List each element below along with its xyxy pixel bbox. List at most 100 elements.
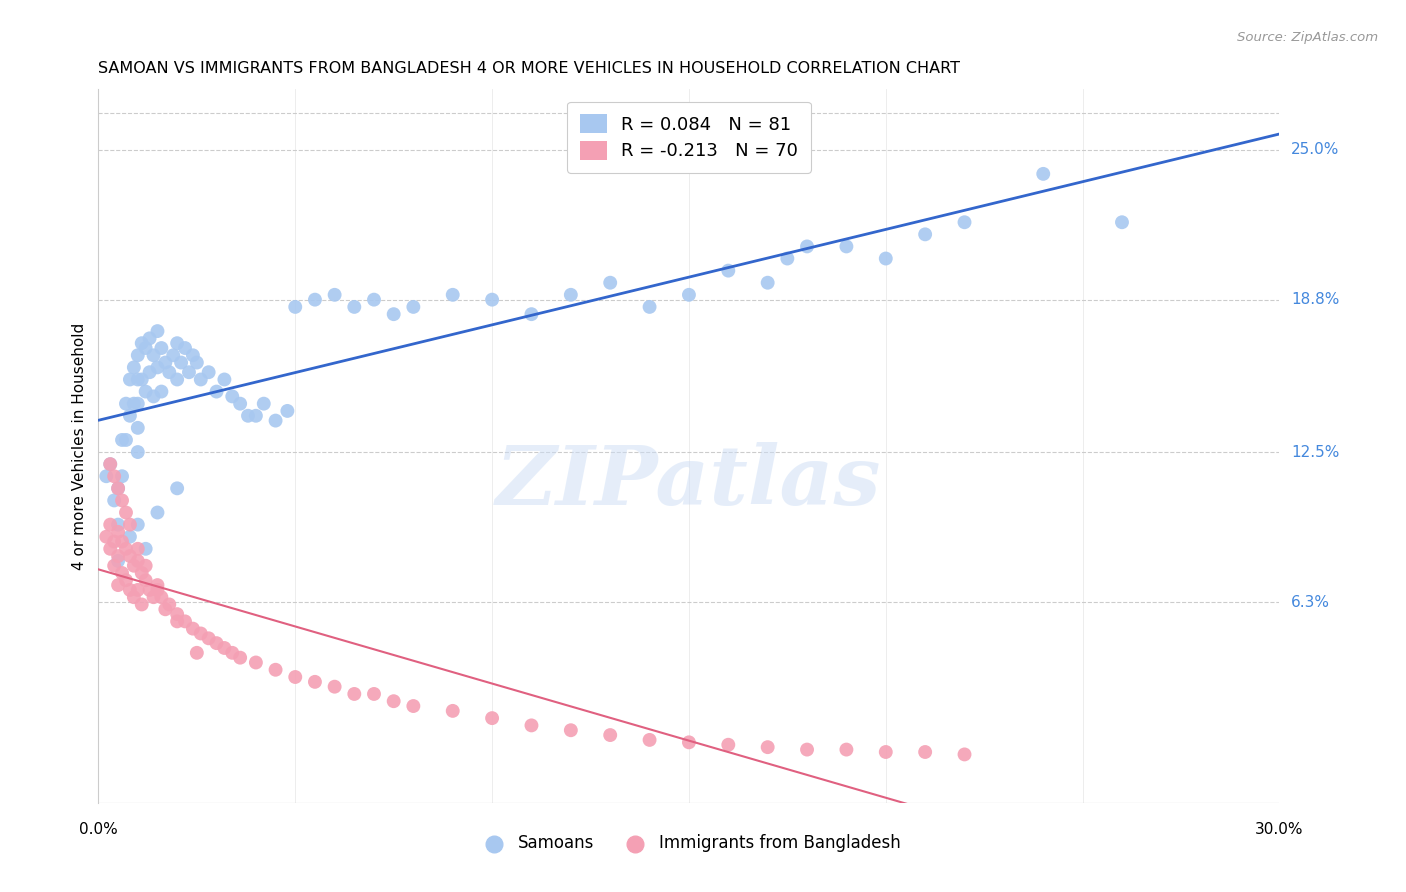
- Text: 6.3%: 6.3%: [1291, 595, 1330, 609]
- Point: [186, 355, 208, 369]
- Point: [111, 433, 134, 447]
- Point: [146, 324, 169, 338]
- Point: [638, 300, 661, 314]
- Point: [157, 365, 180, 379]
- Point: [98, 517, 121, 532]
- Point: [122, 397, 145, 411]
- Point: [111, 469, 134, 483]
- Text: Source: ZipAtlas.com: Source: ZipAtlas.com: [1237, 31, 1378, 45]
- Point: [236, 409, 259, 423]
- Point: [245, 409, 267, 423]
- Point: [118, 530, 141, 544]
- Text: 18.8%: 18.8%: [1291, 293, 1340, 307]
- Legend: R = 0.084   N = 81, R = -0.213   N = 70: R = 0.084 N = 81, R = -0.213 N = 70: [567, 102, 811, 173]
- Point: [174, 341, 197, 355]
- Point: [146, 506, 169, 520]
- Text: SAMOAN VS IMMIGRANTS FROM BANGLADESH 4 OR MORE VEHICLES IN HOUSEHOLD CORRELATION: SAMOAN VS IMMIGRANTS FROM BANGLADESH 4 O…: [98, 61, 960, 76]
- Point: [229, 650, 252, 665]
- Point: [520, 307, 543, 321]
- Point: [166, 372, 188, 386]
- Point: [197, 365, 219, 379]
- Point: [118, 372, 141, 386]
- Point: [402, 300, 425, 314]
- Point: [146, 582, 169, 597]
- Point: [717, 263, 740, 277]
- Point: [122, 590, 145, 604]
- Point: [107, 481, 129, 495]
- Point: [264, 663, 287, 677]
- Point: [678, 288, 700, 302]
- Point: [107, 549, 129, 563]
- Point: [135, 558, 157, 573]
- Point: [363, 293, 385, 307]
- Point: [441, 704, 464, 718]
- Point: [127, 541, 149, 556]
- Point: [323, 680, 346, 694]
- Point: [127, 517, 149, 532]
- Point: [776, 252, 799, 266]
- Point: [245, 656, 267, 670]
- Point: [205, 636, 228, 650]
- Point: [115, 541, 138, 556]
- Point: [229, 397, 252, 411]
- Point: [150, 384, 173, 399]
- Text: 30.0%: 30.0%: [1256, 822, 1303, 838]
- Point: [127, 445, 149, 459]
- Point: [875, 745, 897, 759]
- Point: [107, 517, 129, 532]
- Point: [146, 578, 169, 592]
- Point: [115, 506, 138, 520]
- Point: [138, 582, 160, 597]
- Point: [96, 469, 118, 483]
- Point: [122, 360, 145, 375]
- Point: [142, 590, 165, 604]
- Point: [103, 469, 125, 483]
- Point: [756, 740, 779, 755]
- Point: [835, 239, 858, 253]
- Point: [138, 365, 160, 379]
- Point: [599, 276, 621, 290]
- Point: [190, 626, 212, 640]
- Point: [953, 747, 976, 762]
- Point: [111, 534, 134, 549]
- Point: [150, 341, 173, 355]
- Point: [914, 745, 936, 759]
- Point: [107, 524, 129, 539]
- Point: [796, 742, 818, 756]
- Point: [560, 288, 582, 302]
- Point: [343, 300, 366, 314]
- Point: [146, 360, 169, 375]
- Point: [103, 558, 125, 573]
- Point: [599, 728, 621, 742]
- Point: [914, 227, 936, 242]
- Point: [122, 558, 145, 573]
- Point: [115, 397, 138, 411]
- Point: [127, 348, 149, 362]
- Point: [155, 355, 177, 369]
- Point: [98, 457, 121, 471]
- Point: [118, 549, 141, 563]
- Point: [138, 331, 160, 345]
- Point: [177, 365, 200, 379]
- Point: [111, 566, 134, 580]
- Point: [717, 738, 740, 752]
- Point: [127, 372, 149, 386]
- Point: [166, 336, 188, 351]
- Point: [115, 574, 138, 588]
- Point: [197, 632, 219, 646]
- Text: ZIPatlas: ZIPatlas: [496, 442, 882, 522]
- Point: [157, 598, 180, 612]
- Point: [190, 372, 212, 386]
- Y-axis label: 4 or more Vehicles in Household: 4 or more Vehicles in Household: [72, 322, 87, 570]
- Point: [441, 288, 464, 302]
- Point: [756, 276, 779, 290]
- Point: [150, 590, 173, 604]
- Point: [115, 433, 138, 447]
- Point: [170, 355, 193, 369]
- Point: [205, 384, 228, 399]
- Point: [363, 687, 385, 701]
- Point: [118, 517, 141, 532]
- Point: [284, 670, 307, 684]
- Text: 25.0%: 25.0%: [1291, 142, 1340, 157]
- Text: 0.0%: 0.0%: [79, 822, 118, 838]
